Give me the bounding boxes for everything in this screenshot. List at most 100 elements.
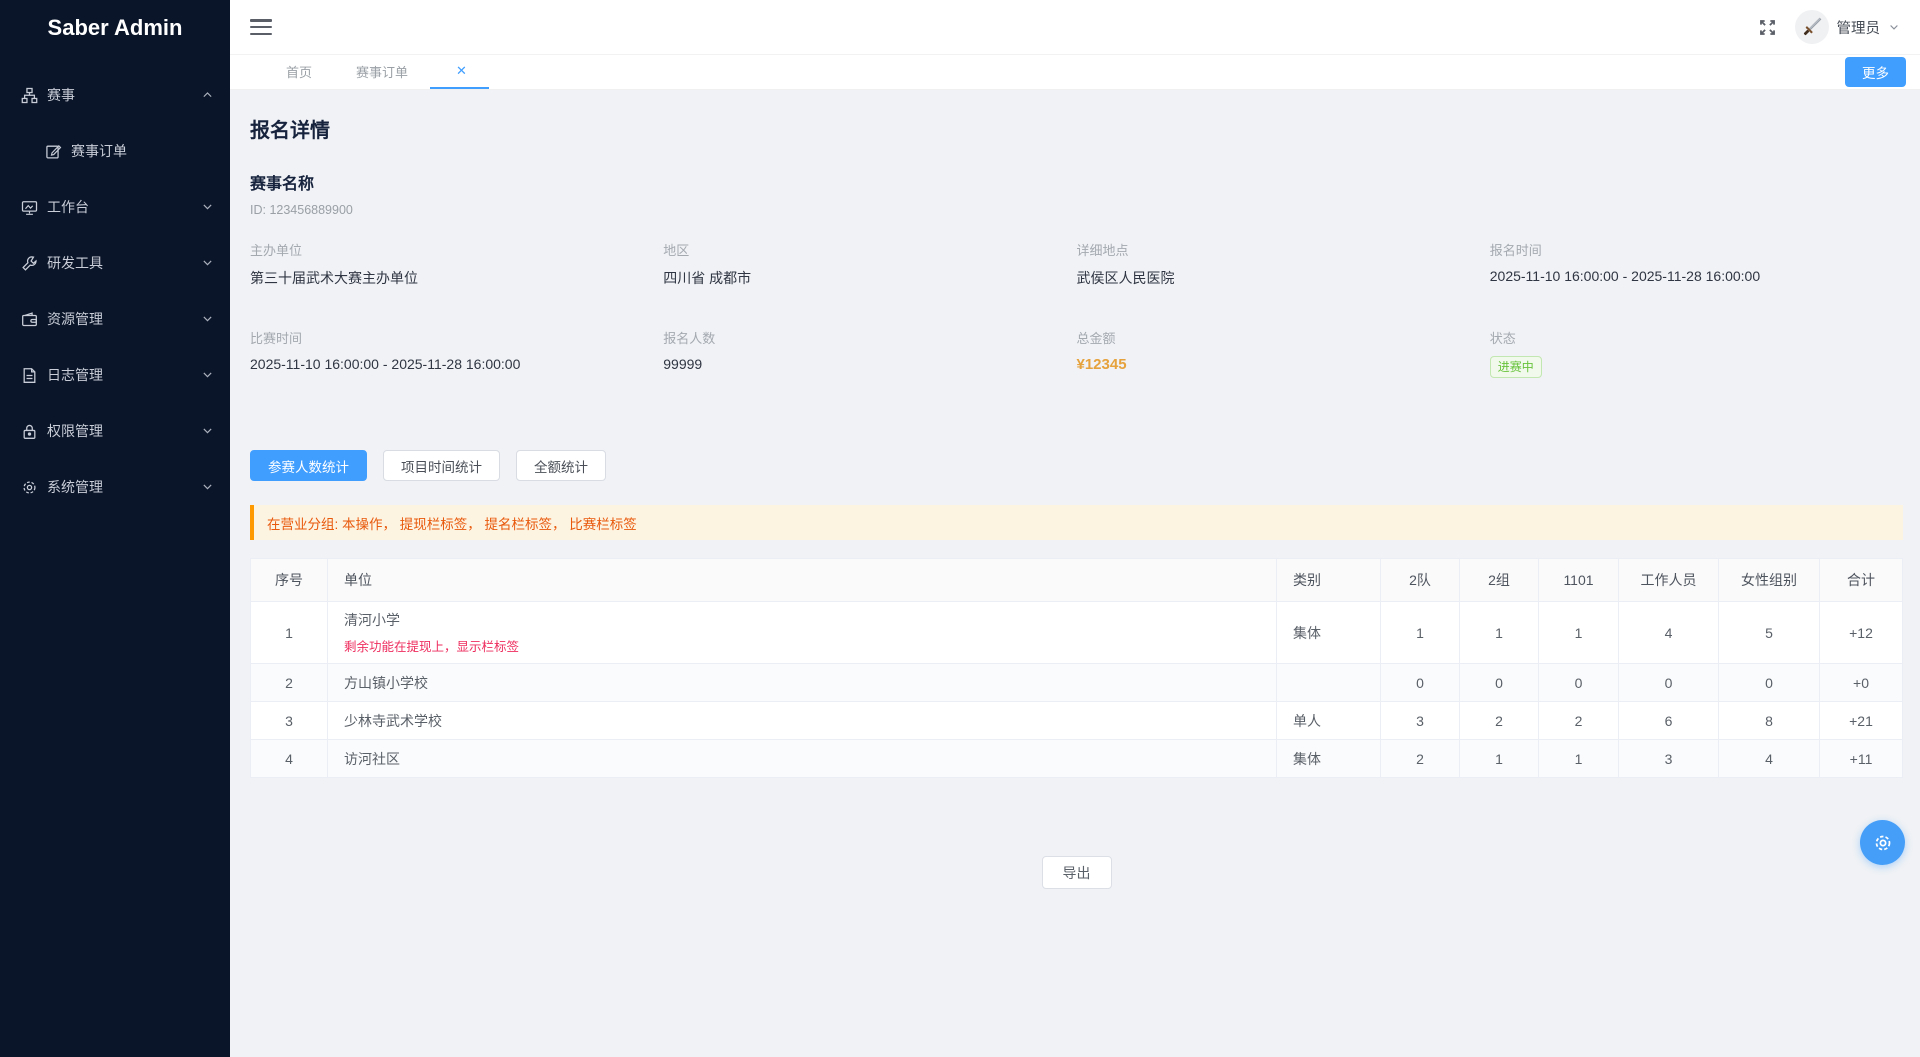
field-value: 2025-11-10 16:00:00 - 2025-11-28 16:00:0…	[250, 356, 521, 372]
table-row: 3 少林寺武术学校 单人 3 2 2 6 8 +21	[250, 701, 1903, 740]
sidebar-item-工作台[interactable]: 工作台	[0, 179, 230, 235]
chevron-down-icon	[201, 201, 214, 214]
unit-note: 剩余功能在提现上，显示栏标签	[344, 640, 520, 654]
cell-count: 0	[1380, 663, 1460, 702]
cell-unit: 少林寺武术学校	[327, 701, 1277, 740]
stat-tab-参赛人数统计[interactable]: 参赛人数统计	[250, 450, 367, 481]
chevron-down-icon	[201, 369, 214, 382]
sidebar-item-label: 工作台	[47, 199, 89, 215]
column-header-1101: 1101	[1538, 558, 1619, 602]
chevron-down-icon	[1888, 21, 1900, 33]
stat-tab-项目时间统计[interactable]: 项目时间统计	[383, 450, 500, 481]
cell-count: 0	[1538, 663, 1619, 702]
cell-count: 5	[1718, 601, 1820, 664]
cell-type: 单人	[1276, 701, 1381, 740]
chevron-up-icon	[201, 89, 214, 102]
sidebar-item-研发工具[interactable]: 研发工具	[0, 235, 230, 291]
cell-count: 2	[1538, 701, 1619, 740]
cell-count: 2	[1459, 701, 1539, 740]
sidebar-item-权限管理[interactable]: 权限管理	[0, 403, 230, 459]
tab-赛事订单[interactable]: 赛事订单	[334, 55, 430, 89]
app-title: Saber Admin	[47, 15, 183, 40]
close-icon[interactable]: ✕	[456, 63, 467, 78]
fullscreen-icon[interactable]	[1758, 18, 1777, 37]
status-badge: 进赛中	[1489, 356, 1542, 378]
sidebar-item-赛事[interactable]: 赛事	[0, 67, 230, 123]
cell-count: 1	[1459, 739, 1539, 778]
sidebar: Saber Admin 赛事赛事订单工作台研发工具资源管理日志管理权限管理系统管…	[0, 0, 230, 1057]
column-header-女性组别: 女性组别	[1718, 558, 1820, 602]
field-报名人数: 报名人数 99999	[663, 328, 1076, 378]
field-value: 99999	[663, 356, 703, 372]
tabs: 首页 赛事订单 ✕	[264, 55, 489, 89]
tab-detail[interactable]: ✕	[430, 55, 489, 89]
cell-count: 4	[1718, 739, 1820, 778]
cell-count: 6	[1618, 701, 1719, 740]
field-label: 状态	[1489, 331, 1516, 346]
sidebar-item-日志管理[interactable]: 日志管理	[0, 347, 230, 403]
tab-首页[interactable]: 首页	[264, 55, 334, 89]
tab-bar: 首页 赛事订单 ✕ 更多	[230, 55, 1920, 90]
sidebar-item-label: 研发工具	[47, 255, 103, 271]
event-fields: 主办单位 第三十届武术大赛主办单位 地区 四川省 成都市 详细地点 武侯区人民医院 报名时间…	[250, 240, 1903, 378]
sidebar-item-label: 系统管理	[47, 479, 103, 495]
field-label: 报名人数	[663, 331, 716, 346]
chevron-down-icon	[201, 257, 214, 270]
cell-type	[1276, 663, 1381, 702]
sidebar-item-label: 日志管理	[47, 367, 103, 383]
cell-count: 2	[1380, 739, 1460, 778]
unit-name: 方山镇小学校	[344, 674, 428, 691]
sidebar-item-label: 赛事订单	[71, 143, 127, 159]
cell-unit: 方山镇小学校	[327, 663, 1277, 702]
field-label: 详细地点	[1076, 243, 1129, 258]
sidebar-item-系统管理[interactable]: 系统管理	[0, 459, 230, 515]
tab-label: 赛事订单	[356, 64, 409, 80]
sidebar-item-label: 赛事	[47, 87, 75, 103]
field-value: 进赛中	[1489, 356, 1903, 378]
wrench-icon	[21, 255, 38, 272]
unit-name: 清河小学	[344, 612, 400, 628]
sidebar-item-资源管理[interactable]: 资源管理	[0, 291, 230, 347]
cell-total: +12	[1819, 601, 1903, 664]
cell-total: +21	[1819, 701, 1903, 740]
sidebar-item-赛事订单[interactable]: 赛事订单	[0, 123, 230, 179]
field-报名时间: 报名时间 2025-11-10 16:00:00 - 2025-11-28 16:…	[1490, 240, 1903, 288]
event-name: 赛事名称	[250, 176, 315, 193]
cell-count: 1	[1538, 601, 1619, 664]
field-value: ¥12345	[1076, 356, 1127, 373]
settings-fab[interactable]	[1860, 820, 1905, 865]
avatar	[1794, 10, 1829, 44]
user-menu[interactable]: 管理员	[1794, 10, 1901, 44]
lock-icon	[21, 423, 38, 440]
field-value: 2025-11-10 16:00:00 - 2025-11-28 16:00:0…	[1489, 268, 1761, 284]
stat-tab-全额统计[interactable]: 全额统计	[516, 450, 606, 481]
column-header-单位: 单位	[327, 558, 1277, 602]
main-area: 管理员 首页 赛事订单 ✕ 更多 报名详情 赛事名称 ID: 12345688990…	[230, 0, 1920, 1057]
chevron-down-icon	[201, 425, 214, 438]
cell-no: 2	[250, 663, 328, 702]
field-地区: 地区 四川省 成都市	[663, 240, 1076, 288]
table-row: 4 访河社区 集体 2 1 1 3 4 +11	[250, 739, 1903, 778]
warning-alert: 在营业分组: 本操作， 提现栏标签， 提名栏标签， 比赛栏标签	[250, 505, 1903, 540]
field-总金额: 总金额 ¥12345	[1077, 328, 1490, 378]
column-header-2组: 2组	[1459, 558, 1539, 602]
more-button[interactable]: 更多	[1845, 57, 1906, 87]
sidebar-menu: 赛事赛事订单工作台研发工具资源管理日志管理权限管理系统管理	[0, 67, 230, 515]
hamburger-menu-icon[interactable]	[250, 19, 272, 35]
page-content: 报名详情 赛事名称 ID: 123456889900 主办单位 第三十届武术大赛主…	[230, 90, 1920, 1057]
monitor-icon	[21, 199, 38, 216]
topbar: 管理员	[230, 0, 1920, 55]
field-label: 比赛时间	[250, 331, 303, 346]
field-value: 四川省 成都市	[663, 270, 752, 286]
event-id: ID: 123456889900	[250, 203, 353, 217]
column-header-工作人员: 工作人员	[1618, 558, 1719, 602]
sidebar-item-label: 资源管理	[47, 311, 103, 327]
cell-no: 1	[250, 601, 328, 664]
table-row: 2 方山镇小学校 0 0 0 0 0 +0	[250, 663, 1903, 702]
cell-total: +11	[1819, 739, 1903, 778]
export-button[interactable]: 导出	[1041, 856, 1112, 889]
sidebar-item-label: 权限管理	[47, 423, 103, 439]
column-header-2队: 2队	[1380, 558, 1460, 602]
cell-unit: 清河小学剩余功能在提现上，显示栏标签	[327, 601, 1277, 664]
cell-count: 0	[1618, 663, 1719, 702]
